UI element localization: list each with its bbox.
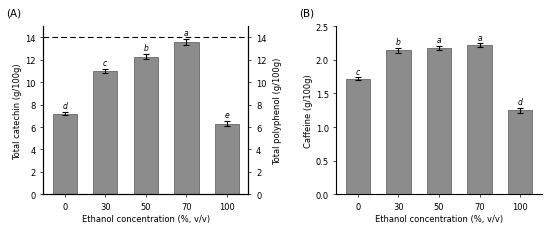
Text: (B): (B) xyxy=(299,9,315,19)
Bar xyxy=(93,72,118,195)
Bar xyxy=(346,79,370,195)
Text: b: b xyxy=(396,38,401,47)
Bar xyxy=(174,43,199,195)
Text: a: a xyxy=(477,33,482,43)
X-axis label: Ethanol concentration (%, v/v): Ethanol concentration (%, v/v) xyxy=(375,214,503,223)
Bar xyxy=(427,49,451,195)
Bar xyxy=(386,51,411,195)
Y-axis label: Total catechin (g/100g): Total catechin (g/100g) xyxy=(13,63,23,159)
Y-axis label: Total polyphenol (g/100g): Total polyphenol (g/100g) xyxy=(273,57,282,164)
Text: c: c xyxy=(356,68,360,77)
X-axis label: Ethanol concentration (%, v/v): Ethanol concentration (%, v/v) xyxy=(82,214,210,223)
Bar xyxy=(508,111,532,195)
Bar xyxy=(53,114,77,195)
Text: d: d xyxy=(518,98,522,107)
Bar xyxy=(134,57,158,195)
Bar xyxy=(215,124,239,195)
Text: a: a xyxy=(184,29,189,38)
Y-axis label: Caffeine (g/100g): Caffeine (g/100g) xyxy=(304,74,313,148)
Bar xyxy=(468,46,492,195)
Text: e: e xyxy=(224,111,229,120)
Text: (A): (A) xyxy=(6,9,21,19)
Text: a: a xyxy=(437,36,441,45)
Text: c: c xyxy=(103,58,107,67)
Text: d: d xyxy=(62,101,67,110)
Text: b: b xyxy=(144,44,149,53)
